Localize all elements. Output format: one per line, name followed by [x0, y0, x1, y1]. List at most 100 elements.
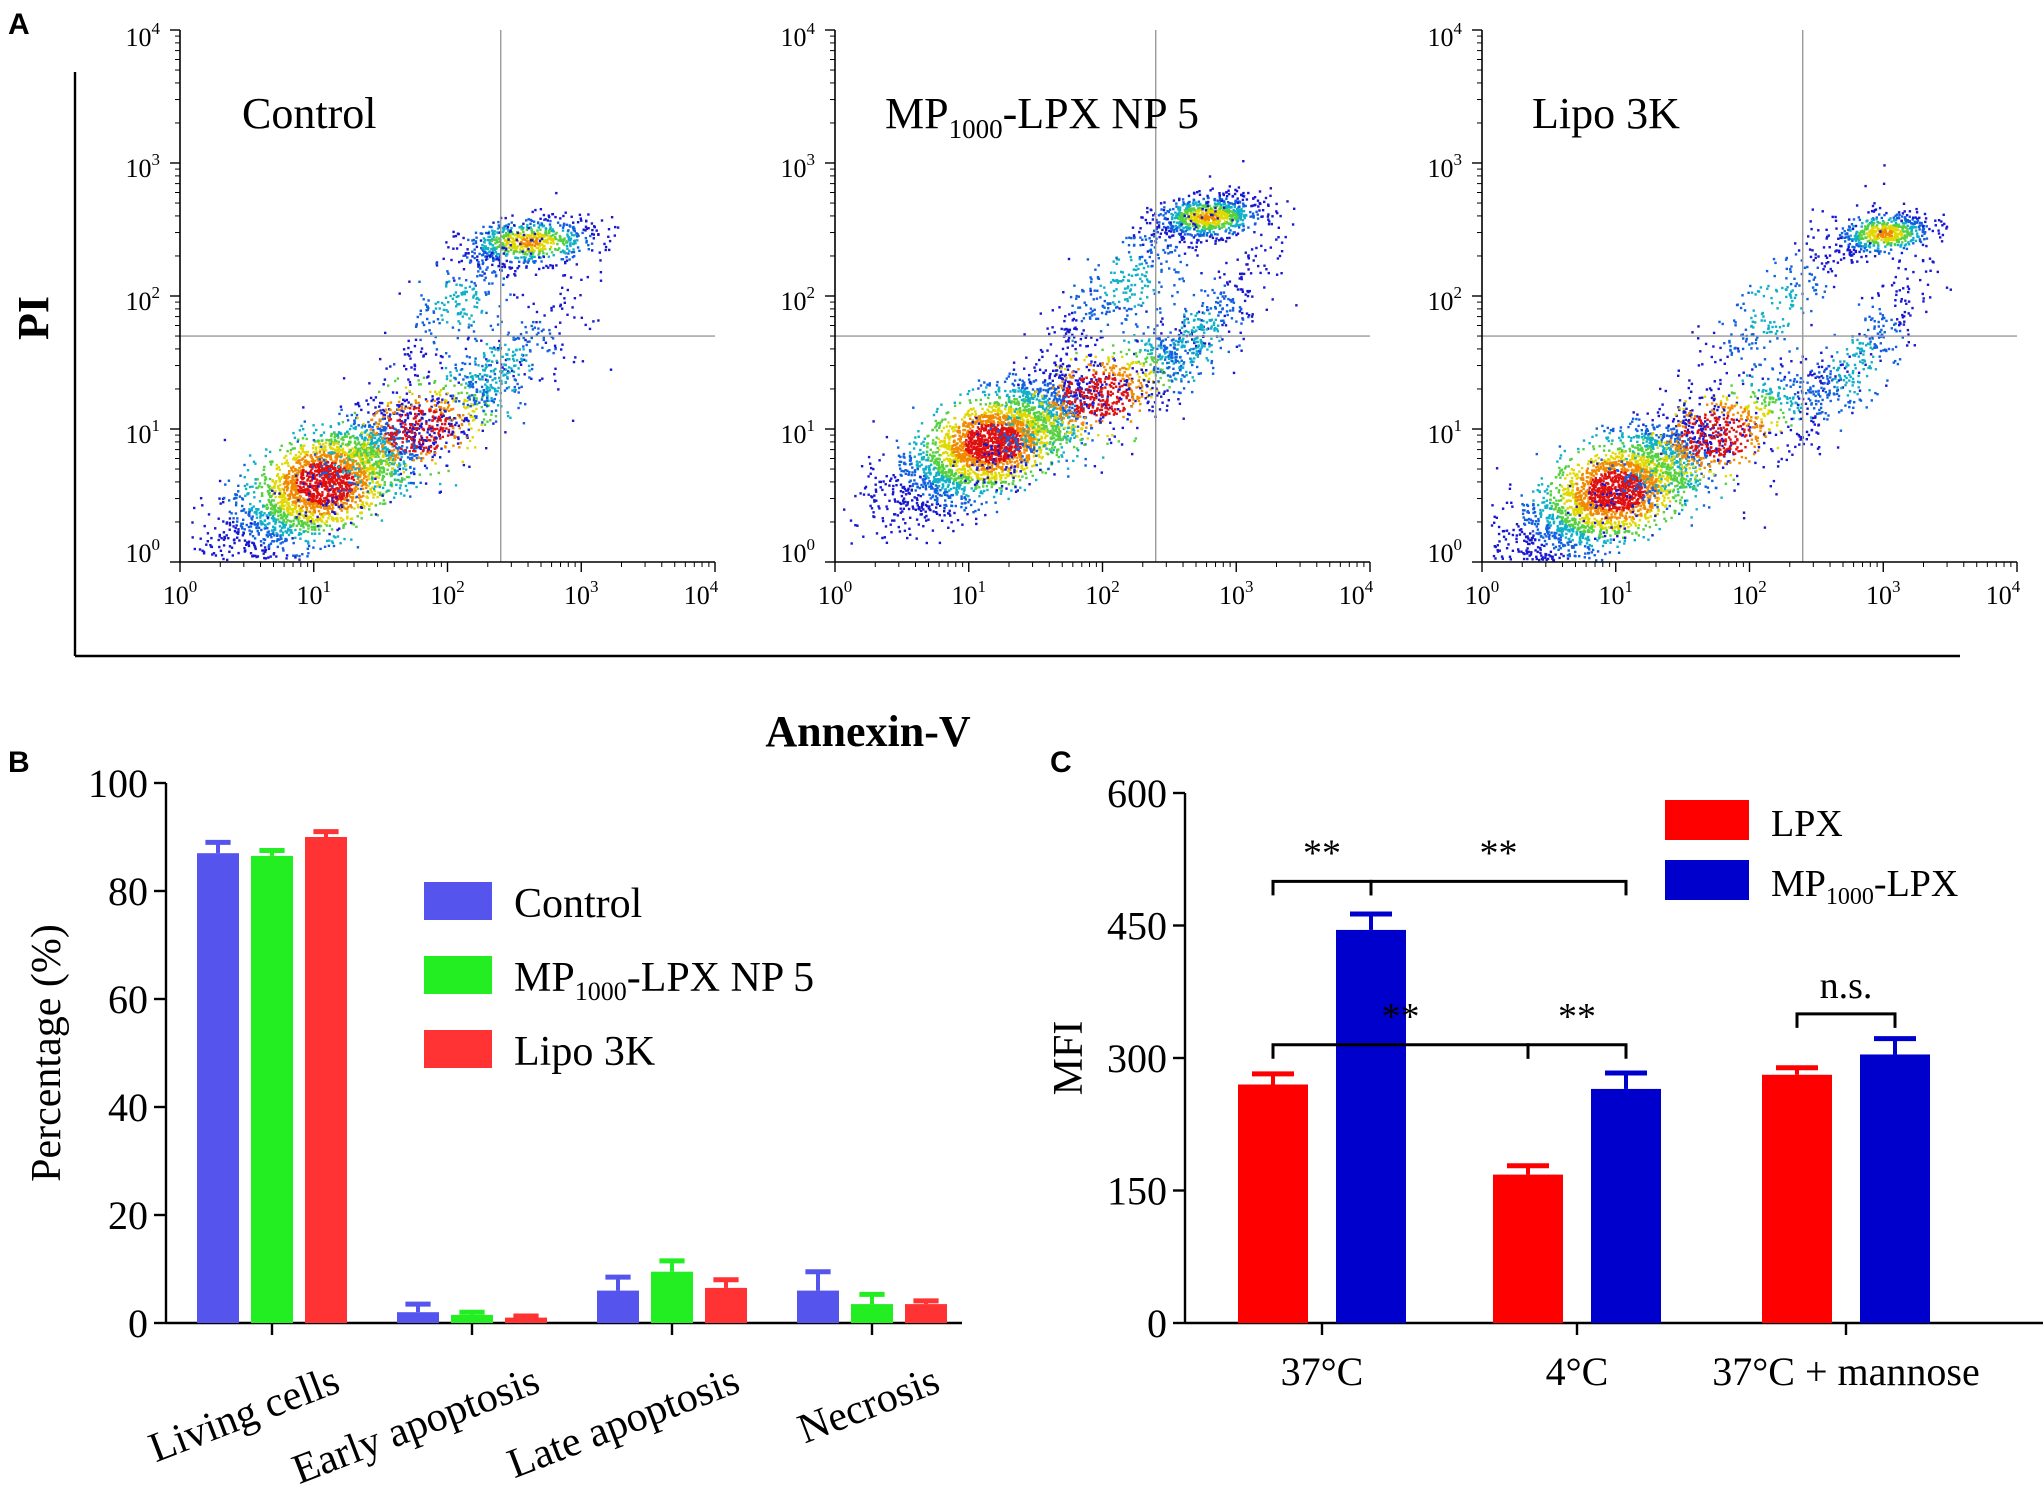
event-dot	[388, 433, 391, 436]
event-dot	[331, 447, 335, 450]
event-dot	[381, 478, 384, 482]
event-dot	[428, 445, 431, 449]
event-dot	[508, 240, 512, 243]
event-dot	[313, 522, 316, 525]
event-dot	[323, 505, 326, 508]
event-dot	[508, 371, 511, 374]
event-dot	[529, 350, 532, 353]
event-dot	[471, 404, 475, 407]
event-dot	[408, 407, 412, 410]
event-dot	[281, 493, 284, 496]
event-dot	[288, 470, 291, 473]
event-dot	[938, 424, 941, 427]
event-dot	[561, 286, 564, 289]
event-dot	[336, 499, 339, 502]
event-dot	[335, 472, 339, 475]
event-dot	[237, 484, 240, 487]
event-dot	[323, 500, 326, 503]
event-dot	[308, 504, 311, 507]
event-dot	[322, 479, 326, 482]
event-dot	[603, 242, 606, 246]
event-dot	[332, 477, 335, 480]
event-dot	[263, 546, 267, 549]
event-dot	[498, 253, 501, 256]
event-dot	[358, 455, 361, 458]
event-dot	[381, 401, 384, 405]
event-dot	[320, 457, 324, 460]
event-dot	[524, 338, 527, 342]
event-dot	[432, 438, 436, 442]
event-dot	[474, 284, 477, 287]
event-dot	[264, 523, 267, 527]
event-dot	[506, 414, 510, 418]
event-dot	[443, 423, 447, 426]
event-dot	[263, 512, 266, 515]
event-dot	[459, 311, 463, 314]
event-dot	[571, 419, 575, 422]
event-dot	[291, 537, 294, 540]
event-dot	[322, 529, 325, 532]
event-dot	[309, 520, 312, 523]
event-dot	[462, 463, 466, 467]
event-dot	[248, 508, 251, 511]
event-dot	[433, 411, 436, 414]
event-dot	[357, 442, 360, 445]
event-dot	[530, 377, 533, 380]
event-dot	[228, 517, 232, 520]
event-dot	[515, 238, 518, 242]
event-dot	[464, 386, 467, 389]
event-dot	[382, 467, 386, 470]
event-dot	[270, 512, 273, 516]
event-dot	[537, 253, 540, 256]
event-dot	[279, 513, 282, 516]
event-dot	[420, 409, 423, 413]
event-dot	[338, 432, 341, 435]
event-dot	[301, 473, 304, 476]
event-dot	[524, 260, 527, 263]
event-dot	[377, 491, 380, 494]
event-dot	[587, 248, 590, 251]
event-dot	[363, 477, 366, 480]
event-dot	[383, 414, 387, 417]
event-dot	[487, 232, 490, 235]
event-dot	[446, 434, 450, 437]
event-dot	[392, 440, 396, 444]
event-dot	[397, 405, 401, 408]
event-dot	[572, 221, 575, 224]
event-dot	[359, 480, 363, 484]
event-dot	[531, 248, 534, 252]
event-dot	[547, 231, 551, 235]
event-dot	[314, 486, 317, 489]
event-dot	[283, 474, 287, 477]
event-dot	[585, 239, 588, 243]
event-dot	[421, 411, 424, 414]
event-dot	[554, 247, 557, 251]
event-dot	[438, 405, 441, 409]
event-dot	[332, 460, 335, 463]
event-dot	[513, 249, 516, 252]
event-dot	[333, 470, 336, 473]
event-dot	[550, 229, 554, 233]
event-dot	[354, 485, 358, 488]
event-dot	[529, 240, 532, 244]
event-dot	[493, 390, 497, 393]
event-dot	[475, 397, 478, 400]
event-dot	[205, 543, 208, 546]
event-dot	[483, 279, 486, 282]
event-dot	[276, 474, 279, 477]
x-tick-base: 10	[684, 581, 710, 610]
event-dot	[403, 494, 406, 497]
event-dot	[370, 447, 373, 451]
event-dot	[438, 394, 442, 397]
event-dot	[507, 331, 510, 334]
panel-label-c: C	[1050, 746, 1072, 779]
event-dot	[481, 259, 484, 262]
event-dot	[471, 250, 474, 253]
event-dot	[455, 369, 458, 372]
event-dot	[516, 256, 520, 260]
event-dot	[464, 407, 467, 410]
event-dot	[382, 499, 386, 502]
event-dot	[352, 523, 355, 526]
event-dot	[357, 481, 360, 485]
event-dot	[370, 491, 373, 494]
